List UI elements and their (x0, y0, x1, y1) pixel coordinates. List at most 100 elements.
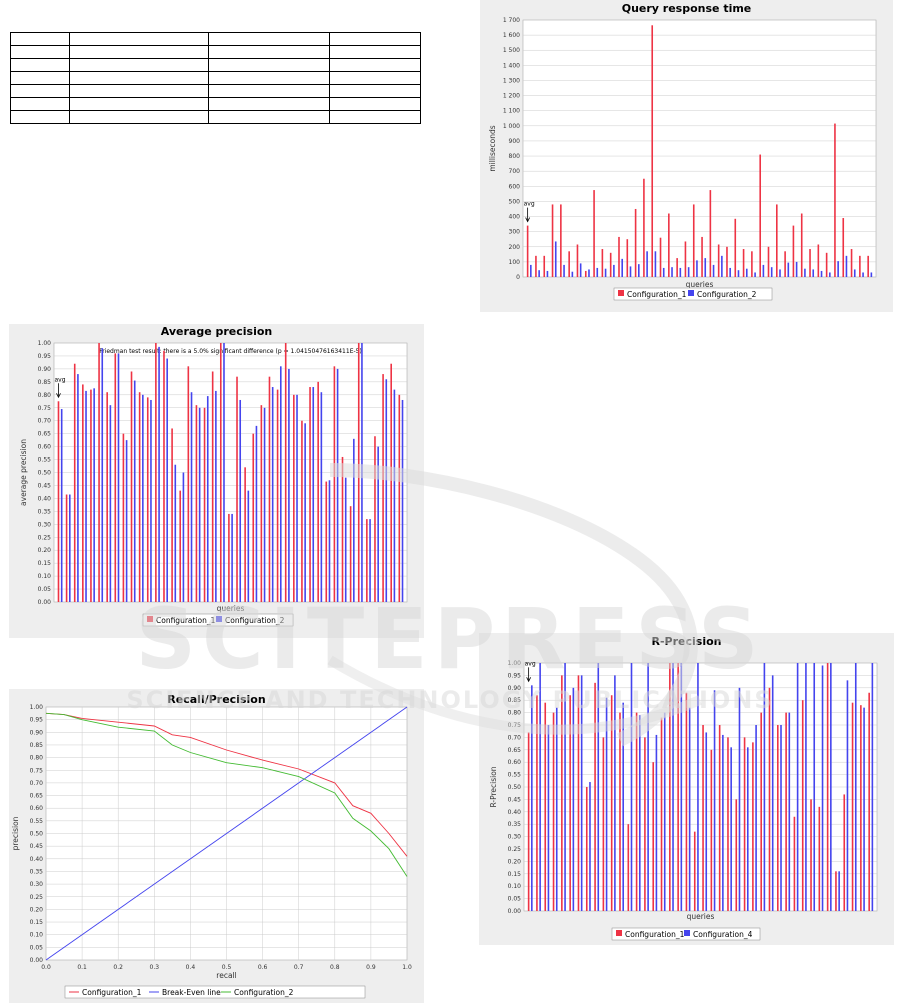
bar-configuration-1 (601, 249, 604, 277)
bar-configuration-1 (584, 270, 587, 277)
bar-configuration-4 (854, 663, 857, 911)
chart-title: Average precision (161, 325, 273, 338)
bar-configuration-4 (688, 707, 691, 911)
y-tick-label: 0 (516, 274, 520, 281)
table-row (10, 32, 421, 46)
bar-configuration-1 (684, 241, 687, 277)
bar-configuration-4 (713, 690, 716, 911)
y-tick-label: 700 (509, 168, 521, 175)
bar-configuration-1 (98, 343, 100, 602)
bar-configuration-1 (793, 816, 796, 911)
bar-configuration-1 (626, 239, 629, 277)
bar-configuration-1 (560, 204, 562, 277)
bar-configuration-4 (564, 663, 566, 911)
bar-configuration-4 (605, 697, 608, 911)
y-tick-label: 0.45 (30, 843, 44, 850)
bar-configuration-2 (279, 366, 282, 602)
bar-configuration-4 (531, 685, 533, 911)
bar-configuration-2 (263, 407, 266, 602)
bar-configuration-1 (155, 343, 157, 602)
chart-r-precision: R-Precision 0.00 0.05 0.10 0.15 0.20 0.25 0.30 0… (479, 633, 894, 945)
bar-configuration-1 (752, 742, 754, 911)
bar-configuration-1 (552, 712, 555, 911)
bar-configuration-1 (390, 363, 392, 602)
bar-configuration-2 (596, 267, 599, 277)
bar-configuration-1 (692, 204, 695, 277)
bar-configuration-2 (613, 264, 615, 277)
legend-box (64, 985, 366, 999)
y-tick-label: 0.10 (30, 932, 44, 939)
y-tick-label: 0.80 (508, 710, 522, 717)
chart-title: R-Precision (652, 635, 722, 648)
bar-configuration-1 (634, 208, 637, 277)
bar-configuration-2 (812, 269, 815, 277)
bar-configuration-1 (660, 717, 663, 911)
bar-configuration-2 (166, 358, 168, 602)
bar-configuration-1 (652, 762, 655, 911)
bar-configuration-2 (182, 472, 185, 602)
bar-configuration-1 (349, 506, 352, 602)
bar-configuration-1 (219, 343, 222, 602)
r-precision-svg: R-Precision 0.00 0.05 0.10 0.15 0.20 0.25 0.30 0… (489, 635, 878, 941)
table-cell (329, 84, 421, 98)
y-tick-label: 0.25 (38, 534, 52, 541)
x-tick-label: 0.3 (150, 964, 160, 971)
y-tick-label: 0.25 (30, 894, 44, 901)
empty-table (10, 32, 421, 124)
y-tick-label: 1 600 (503, 32, 520, 39)
y-tick-label: 0.25 (508, 846, 522, 853)
bar-configuration-1 (398, 394, 401, 602)
bar-configuration-2 (377, 446, 379, 602)
bar-configuration-1 (163, 350, 165, 602)
bar-configuration-4 (788, 712, 791, 911)
bar-configuration-1 (809, 249, 811, 277)
avg-annotation: avg (524, 201, 535, 208)
bar-configuration-1 (309, 387, 311, 602)
bar-configuration-2 (629, 266, 632, 277)
y-tick-label: 0.95 (30, 717, 44, 724)
bar-configuration-1 (179, 490, 182, 602)
line-configuration-1 (45, 712, 408, 857)
legend-swatch (618, 290, 624, 296)
table-body (10, 32, 421, 124)
bar-configuration-1 (851, 702, 854, 911)
bar-configuration-1 (677, 663, 679, 911)
bar-configuration-1 (284, 343, 287, 602)
average-precision-svg: Average precision Friedman test result: t… (19, 325, 408, 627)
bar-configuration-2 (579, 263, 582, 277)
bar-configuration-1 (260, 405, 263, 602)
bar-configuration-1 (293, 394, 295, 602)
bar-configuration-1 (868, 692, 870, 911)
y-tick-label: 0.75 (38, 405, 52, 412)
y-axis-label: R-Precision (489, 766, 498, 807)
y-tick-label: 0.90 (508, 685, 522, 692)
y-tick-label: 1.00 (38, 340, 52, 347)
legend-label: Configuration_4 (693, 930, 753, 939)
bar-configuration-1 (810, 799, 812, 911)
bar-configuration-1 (122, 433, 125, 602)
line-configuration-2 (45, 712, 408, 877)
y-tick-label: 400 (509, 214, 521, 221)
table-cell (10, 45, 70, 59)
y-tick-label: 0.20 (38, 547, 52, 554)
table-cell (329, 32, 421, 46)
y-tick-label: 0.45 (38, 482, 52, 489)
bar-configuration-2 (142, 394, 144, 602)
bar-configuration-1 (90, 389, 92, 602)
bar-configuration-2 (288, 368, 290, 602)
bar-configuration-1 (709, 190, 712, 277)
bar-configuration-1 (610, 695, 613, 911)
bar-configuration-1 (867, 255, 869, 277)
bar-configuration-2 (247, 490, 250, 602)
bar-configuration-1 (751, 251, 753, 277)
y-tick-label: 0.70 (30, 780, 44, 787)
recall-precision-svg: Recall/Precision 0.00 0.05 0.10 0.15 0.20 0.25… (11, 693, 412, 999)
bar-configuration-1 (726, 246, 728, 277)
bar-configuration-2 (563, 264, 565, 277)
y-tick-label: 300 (509, 229, 521, 236)
bar-configuration-1 (669, 663, 671, 911)
bar-configuration-1 (276, 389, 279, 602)
bar-configuration-1 (543, 255, 546, 277)
bar-configuration-2 (344, 477, 347, 602)
bar-configuration-1 (702, 725, 704, 911)
